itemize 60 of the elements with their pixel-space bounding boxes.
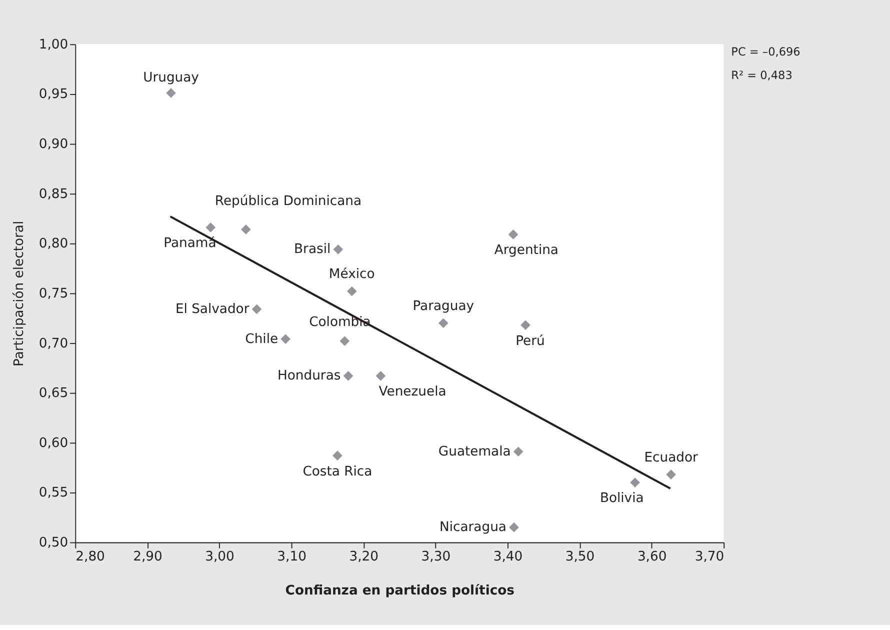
y-tick-label: 0,65 [38, 386, 68, 402]
point [630, 478, 640, 488]
point [343, 370, 354, 381]
x-tick-label: 3,70 [694, 550, 724, 565]
point [438, 318, 448, 328]
annotation: Nicaragua [440, 520, 506, 536]
point [206, 222, 216, 232]
y-tick-label: 1,00 [38, 37, 68, 52]
point [520, 320, 530, 330]
point [508, 230, 518, 240]
annotation: México [328, 267, 375, 282]
x-axis-title: Confianza en partidos políticos [285, 583, 515, 598]
point [241, 224, 251, 234]
annotation: Perú [516, 334, 545, 349]
x-tick-label: 3,00 [205, 550, 234, 565]
point [513, 446, 524, 457]
point [332, 450, 342, 461]
y-tick-label: 0,75 [38, 286, 68, 302]
y-tick-label: 0,50 [38, 536, 68, 551]
y-tick-label: 0,90 [38, 137, 68, 152]
x-tick-label: 3,20 [349, 550, 378, 565]
annotation: El Salvador [175, 302, 250, 317]
x-tick-label: 3,60 [637, 550, 667, 565]
annotation: Panamá [164, 236, 216, 252]
annotation: Brasil [294, 242, 331, 258]
y-axis-title: Participación electoral [12, 220, 27, 367]
x-tick-label: 3,40 [493, 550, 523, 565]
point [340, 336, 350, 346]
annotation: Chile [245, 332, 278, 347]
x-tick-label: 3,50 [565, 550, 595, 565]
text: PC = –0,696 [731, 45, 800, 58]
text: R² = 0,483 [731, 68, 792, 82]
point [346, 286, 357, 296]
point [509, 522, 519, 532]
y-tick-label: 0,70 [38, 336, 68, 352]
x-tick-label: 2,80 [76, 550, 105, 565]
annotation: Venezuela [378, 384, 446, 400]
annotation: Costa Rica [302, 464, 372, 480]
annotation: Uruguay [143, 70, 200, 86]
point [280, 334, 291, 344]
y-tick-label: 0,85 [38, 186, 68, 202]
annotation: Bolivia [600, 491, 644, 506]
annotation: Argentina [494, 243, 558, 258]
annotation: Paraguay [412, 298, 474, 314]
x-tick-label: 2,90 [133, 550, 162, 565]
annotation: Honduras [278, 368, 341, 384]
y-tick-label: 0,95 [38, 87, 68, 102]
y-tick-label: 0,60 [38, 436, 68, 451]
x-tick-label: 3,10 [277, 550, 306, 565]
point [252, 304, 262, 314]
annotation: República Dominicana [214, 194, 362, 210]
y-tick-label: 0,80 [38, 236, 68, 252]
point [666, 470, 676, 480]
annotation: Ecuador [644, 450, 698, 466]
point [333, 244, 344, 254]
annotation: Guatemala [438, 444, 511, 460]
y-tick-label: 0,55 [38, 486, 68, 501]
point [376, 370, 386, 381]
point [166, 88, 176, 98]
x-tick-label: 3,30 [421, 550, 451, 565]
